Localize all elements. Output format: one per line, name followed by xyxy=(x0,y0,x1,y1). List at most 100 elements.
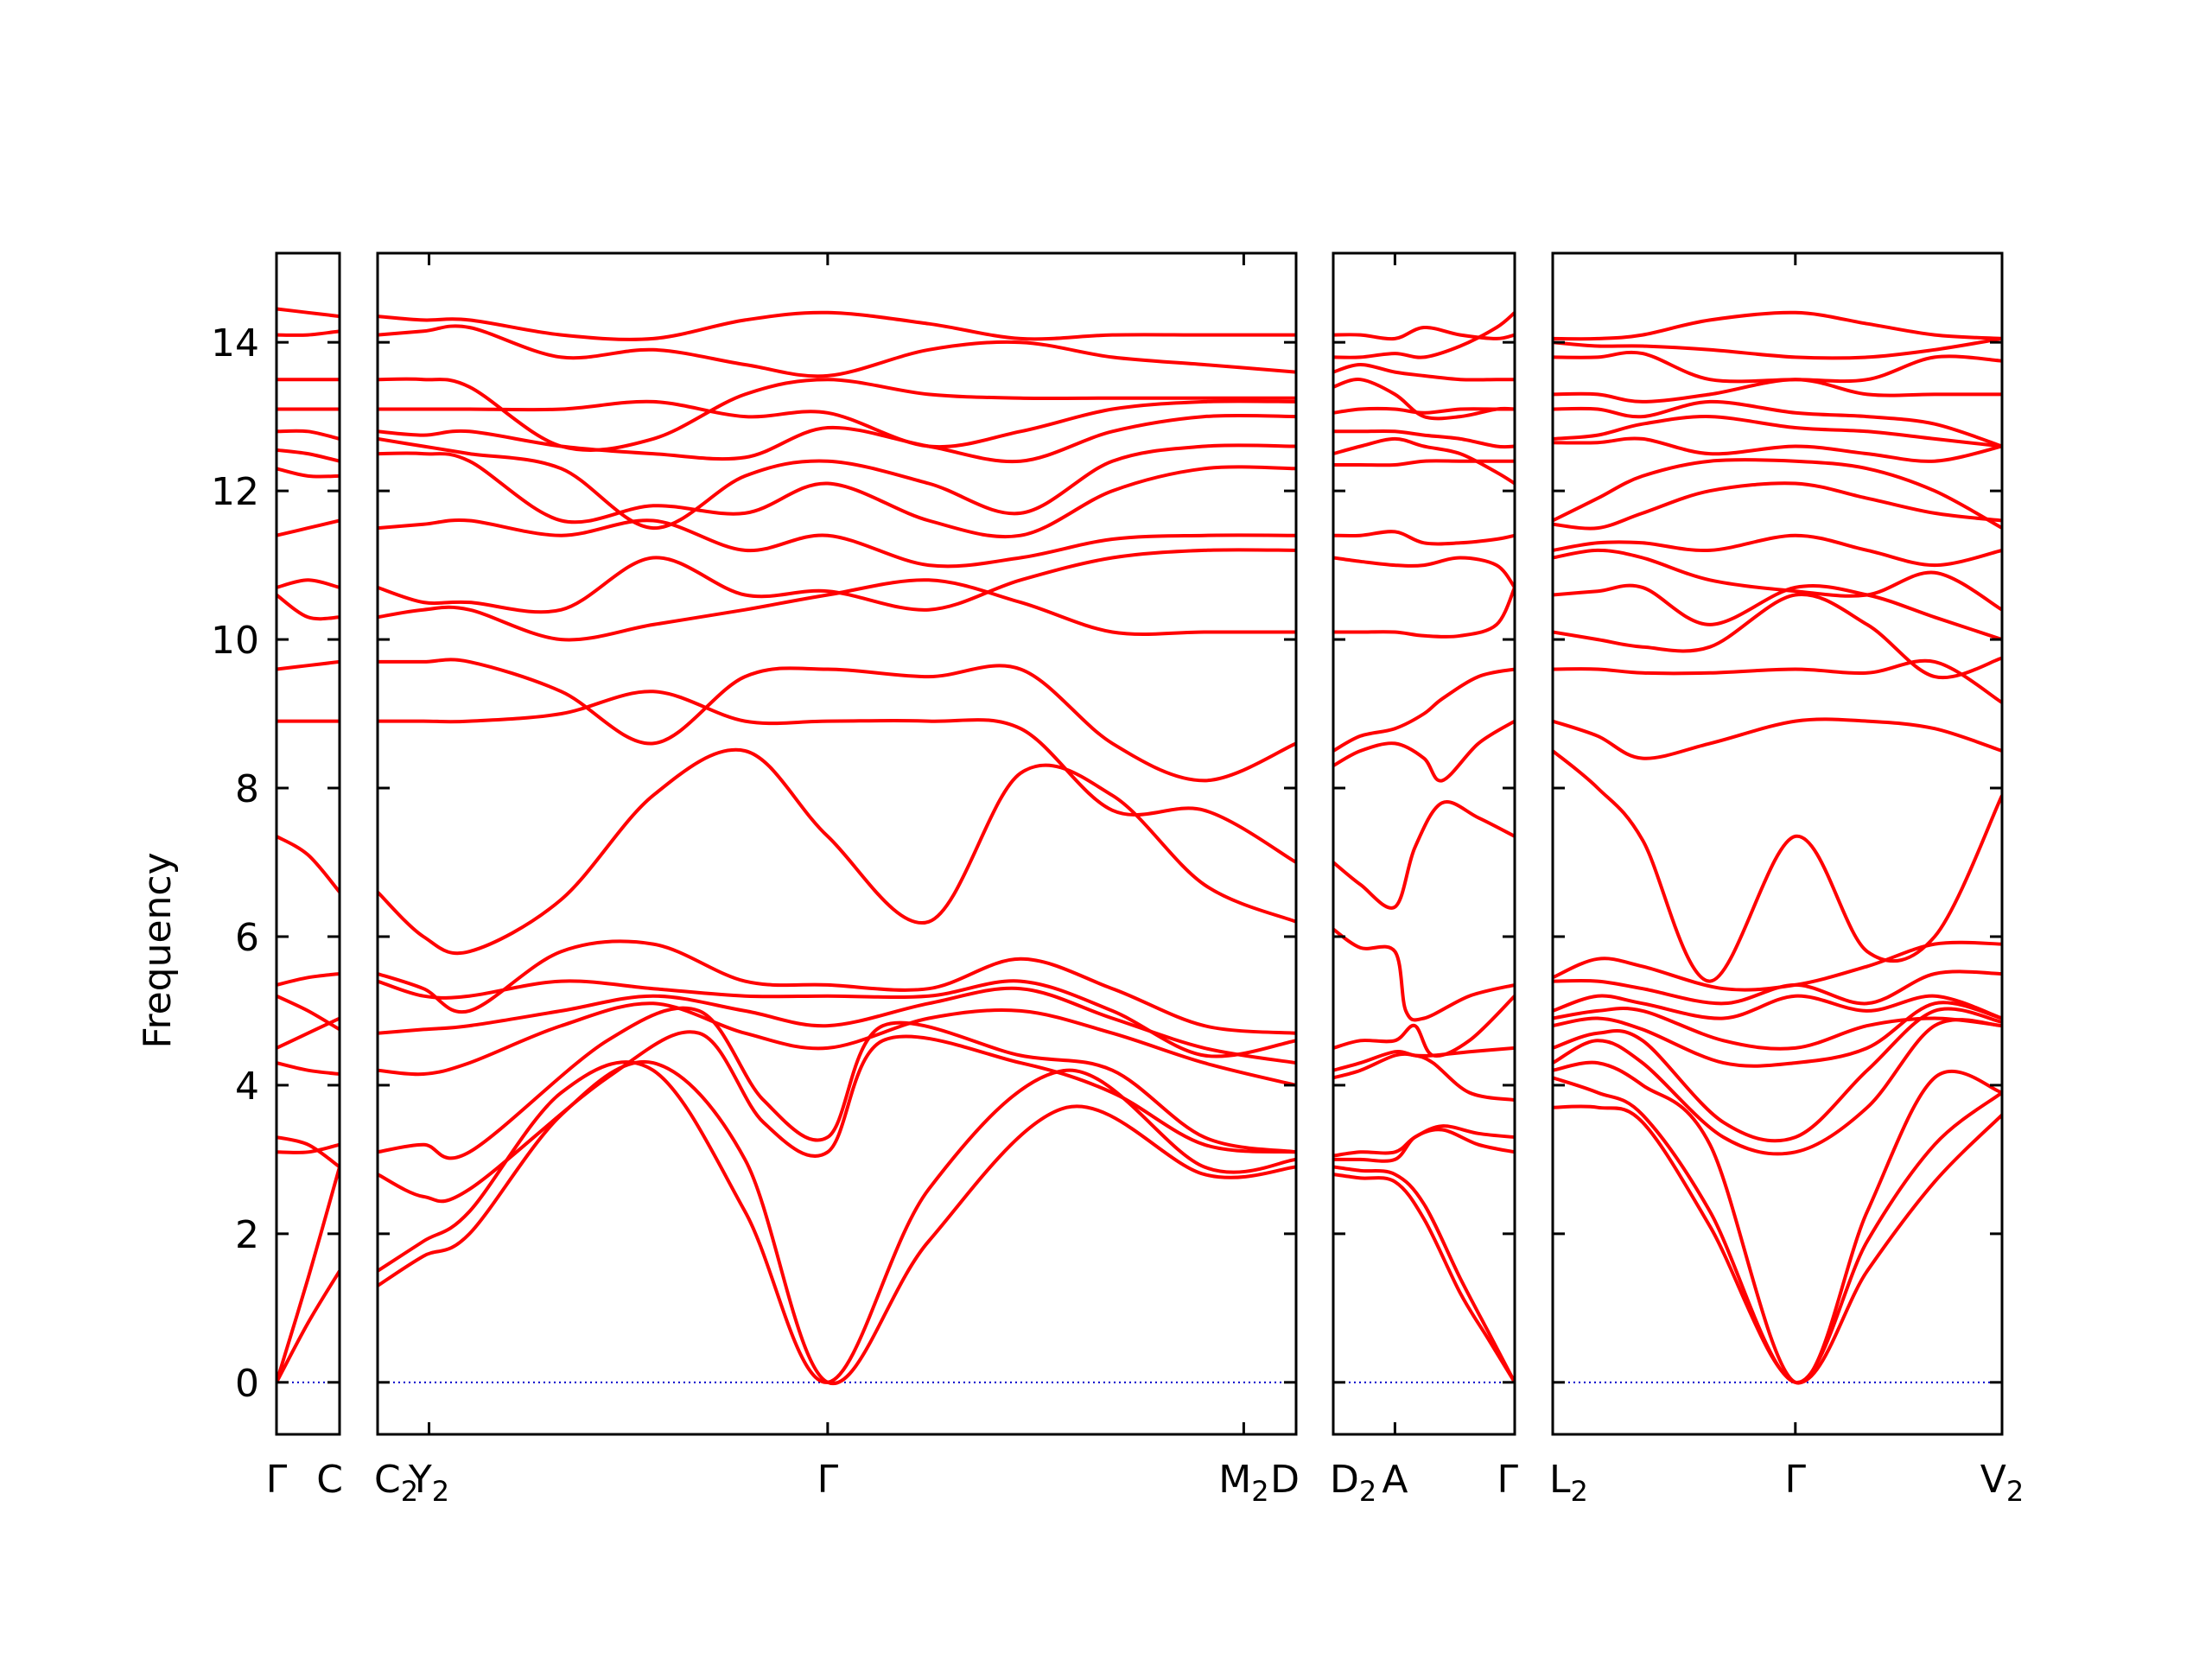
band-15 xyxy=(378,451,1296,539)
band-2 xyxy=(1333,1165,1515,1383)
band-14 xyxy=(276,518,340,537)
panel-frame xyxy=(376,251,1298,1436)
band-17 xyxy=(1553,533,2002,568)
band-8 xyxy=(276,972,340,987)
band-19 xyxy=(1553,458,2002,530)
band-22 xyxy=(1553,399,2002,448)
band-21 xyxy=(378,310,1296,341)
band-4 xyxy=(1333,1124,1515,1158)
panel-frame xyxy=(1551,251,2004,1436)
band-12 xyxy=(276,593,340,621)
y-tick-label: 0 xyxy=(235,1362,259,1406)
band-18 xyxy=(378,399,1296,449)
band-13 xyxy=(1553,658,2002,704)
band-19 xyxy=(378,377,1296,452)
band-6 xyxy=(1553,1001,2002,1068)
y-tick-label: 12 xyxy=(211,470,259,514)
band-1 xyxy=(276,1269,340,1383)
y-tick-label: 4 xyxy=(235,1065,259,1109)
band-12 xyxy=(1553,717,2002,760)
band-21 xyxy=(1333,325,1515,341)
band-1 xyxy=(1333,1173,1515,1383)
band-2 xyxy=(1553,1076,2002,1384)
band-21 xyxy=(276,307,340,319)
band-8 xyxy=(1333,927,1515,1022)
y-tick-label: 8 xyxy=(235,767,259,811)
x-tick-label: Γ xyxy=(817,1458,839,1502)
band-15 xyxy=(276,467,340,479)
band-16 xyxy=(276,448,340,463)
band-20 xyxy=(276,329,340,337)
bands-group xyxy=(1333,311,1515,1383)
band-17 xyxy=(276,429,340,441)
band-20 xyxy=(1333,363,1515,382)
panel-frame xyxy=(1332,251,1516,1436)
x-tick-label: C xyxy=(316,1458,343,1502)
band-15 xyxy=(1553,583,2002,641)
band-2 xyxy=(378,1060,1296,1384)
band-1 xyxy=(378,1059,1296,1386)
x-tick-label: V2 xyxy=(1980,1458,2024,1508)
band-4 xyxy=(1553,1018,2002,1156)
band-5 xyxy=(276,1061,340,1076)
band-19 xyxy=(1333,378,1515,421)
band-2 xyxy=(276,1166,340,1383)
band-22 xyxy=(1333,311,1515,359)
y-tick-label: 14 xyxy=(211,321,259,365)
band-17 xyxy=(1333,429,1515,449)
band-16 xyxy=(1333,436,1515,486)
band-12 xyxy=(1333,587,1515,639)
y-tick-label: 2 xyxy=(235,1213,259,1257)
band-4 xyxy=(276,1135,340,1169)
band-7 xyxy=(276,994,340,1032)
y-tick-label: 6 xyxy=(235,916,259,960)
band-3 xyxy=(1553,1060,2002,1385)
band-15 xyxy=(1333,459,1515,467)
band-17 xyxy=(378,413,1296,464)
x-tick-label: Γ xyxy=(1497,1458,1518,1502)
y-tick-label: 10 xyxy=(211,619,259,663)
band-20 xyxy=(378,324,1296,378)
band-26 xyxy=(1553,310,2002,341)
panel-3: D2 A Γ xyxy=(1330,251,1518,1508)
band-21 xyxy=(1553,415,2002,448)
panel-frame xyxy=(275,251,341,1436)
band-5 xyxy=(1553,1007,2002,1143)
band-8 xyxy=(1553,994,2002,1020)
band-16 xyxy=(1553,548,2002,612)
band-5 xyxy=(378,1001,1296,1087)
band-9 xyxy=(378,747,1296,956)
x-tick-label: D2 xyxy=(1330,1458,1376,1508)
band-20 xyxy=(1553,436,2002,463)
band-6 xyxy=(276,1016,340,1050)
band-10 xyxy=(378,690,1296,864)
band-13 xyxy=(378,548,1296,614)
band-25 xyxy=(1553,336,2002,360)
band-12 xyxy=(378,578,1296,642)
x-tick-label: Y2 xyxy=(408,1458,449,1508)
band-13 xyxy=(276,578,340,589)
band-6 xyxy=(1333,1046,1515,1072)
bands-group xyxy=(1553,310,2002,1385)
x-tick-label: Γ xyxy=(1785,1458,1807,1502)
x-tick-label: D xyxy=(1270,1458,1300,1502)
band-6 xyxy=(378,986,1296,1065)
band-11 xyxy=(1553,749,2002,983)
band-11 xyxy=(1333,667,1515,753)
x-tick-label: A xyxy=(1382,1458,1408,1502)
band-14 xyxy=(1333,530,1515,546)
band-7 xyxy=(378,979,1296,1058)
band-3 xyxy=(276,1142,340,1154)
x-tick-label: M2 xyxy=(1218,1458,1268,1508)
x-tick-label: L2 xyxy=(1549,1458,1588,1508)
band-24 xyxy=(1553,350,2002,384)
band-14 xyxy=(378,518,1296,569)
y-axis-label: Frequency xyxy=(136,852,180,1048)
band-9 xyxy=(276,835,340,893)
band-16 xyxy=(378,436,1296,531)
band-10 xyxy=(1333,719,1515,783)
band-13 xyxy=(1333,556,1515,589)
